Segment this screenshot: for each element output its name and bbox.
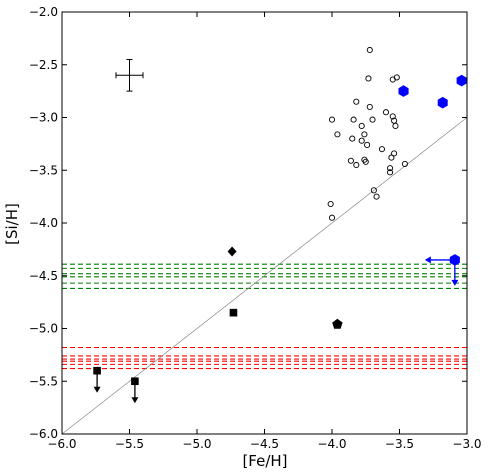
open-circle-point-4 [353, 98, 360, 105]
open-circle-point-0 [366, 46, 373, 54]
open-circle-point-10 [369, 116, 376, 123]
x-tick-label-4: −4.0 [317, 437, 346, 451]
open-circle-point-3 [365, 75, 372, 82]
open-circle-point-24 [388, 154, 395, 161]
open-circle-point-13 [392, 122, 399, 129]
reference-lines [61, 117, 468, 435]
axes-frame: −6.0 −5.5 −5.0 −4.5 −4.0 −3.5 −3.0 −6.0 −5.5 −5.0… [29, 5, 482, 451]
blue-hexagon-point-1 [437, 96, 448, 109]
blue-limit-arrow-left-head [424, 256, 431, 264]
open-circle-point-27 [386, 169, 394, 176]
x-tick-label-6: −3.0 [452, 437, 481, 451]
x-tick-label-5: −3.5 [385, 437, 414, 451]
open-circle-point-23 [391, 150, 398, 157]
y-tick-label-8: −2.0 [29, 5, 58, 19]
x-tick-label-1: −5.5 [115, 437, 144, 451]
open-circle-point-5 [366, 103, 373, 110]
open-circle-point-26 [386, 165, 394, 172]
x-tick-label-2: −5.0 [182, 437, 211, 451]
y-tick-label-2: −5.0 [29, 322, 58, 336]
open-circle-point-25 [353, 161, 360, 169]
pentagon-point [332, 318, 343, 329]
blue-limit-arrow-down-head [451, 279, 459, 286]
open-circle-point-14 [361, 131, 368, 138]
open-circle-point-29 [370, 187, 377, 194]
open-circle-point-8 [328, 116, 336, 123]
blue-hexagon-point-2 [456, 74, 467, 87]
open-circle-point-31 [327, 200, 334, 208]
y-tick-label-4: −4.0 [29, 216, 58, 230]
square-limit-arrow-0-head [93, 386, 101, 393]
square-limit-point-1 [131, 377, 139, 386]
open-circle-point-32 [328, 214, 336, 221]
open-circle-point-28 [401, 160, 408, 167]
y-tick-label-5: −3.5 [29, 163, 58, 177]
x-axis-label: [Fe/H] [242, 452, 287, 470]
diagonal-line [61, 117, 468, 435]
y-tick-label-0: −6.0 [29, 427, 58, 441]
open-circle-point-19 [378, 146, 386, 153]
x-tick-label-3: −4.5 [250, 437, 279, 451]
open-circle-point-15 [334, 131, 341, 138]
diamond-point [227, 246, 237, 257]
open-circle-point-22 [362, 158, 369, 165]
square-limit-point-0 [93, 366, 101, 375]
open-circle-point-30 [373, 193, 380, 200]
y-tick-label-6: −3.0 [29, 111, 58, 125]
y-tick-label-1: −5.5 [29, 374, 58, 388]
open-circle-point-7 [389, 113, 396, 120]
open-circle-point-2 [393, 74, 400, 81]
x-tick-label-0: −6.0 [47, 437, 76, 451]
blue-limit-point [449, 254, 460, 266]
square-point-0 [229, 308, 238, 317]
open-circle-point-6 [382, 109, 390, 116]
square-limit-arrow-1-head [131, 397, 139, 404]
open-circle-point-9 [350, 116, 357, 123]
blue-hexagon-point-0 [398, 85, 409, 97]
open-circle-point-16 [358, 137, 365, 144]
y-tick-label-7: −2.5 [29, 58, 58, 72]
open-circle-point-17 [349, 135, 356, 142]
y-tick-label-3: −4.5 [29, 269, 58, 283]
open-circle-point-20 [347, 157, 354, 164]
open-circle-point-11 [358, 122, 365, 129]
open-circle-point-18 [364, 141, 371, 148]
data-markers [93, 46, 467, 404]
y-axis-label: [Si/H] [3, 203, 21, 245]
